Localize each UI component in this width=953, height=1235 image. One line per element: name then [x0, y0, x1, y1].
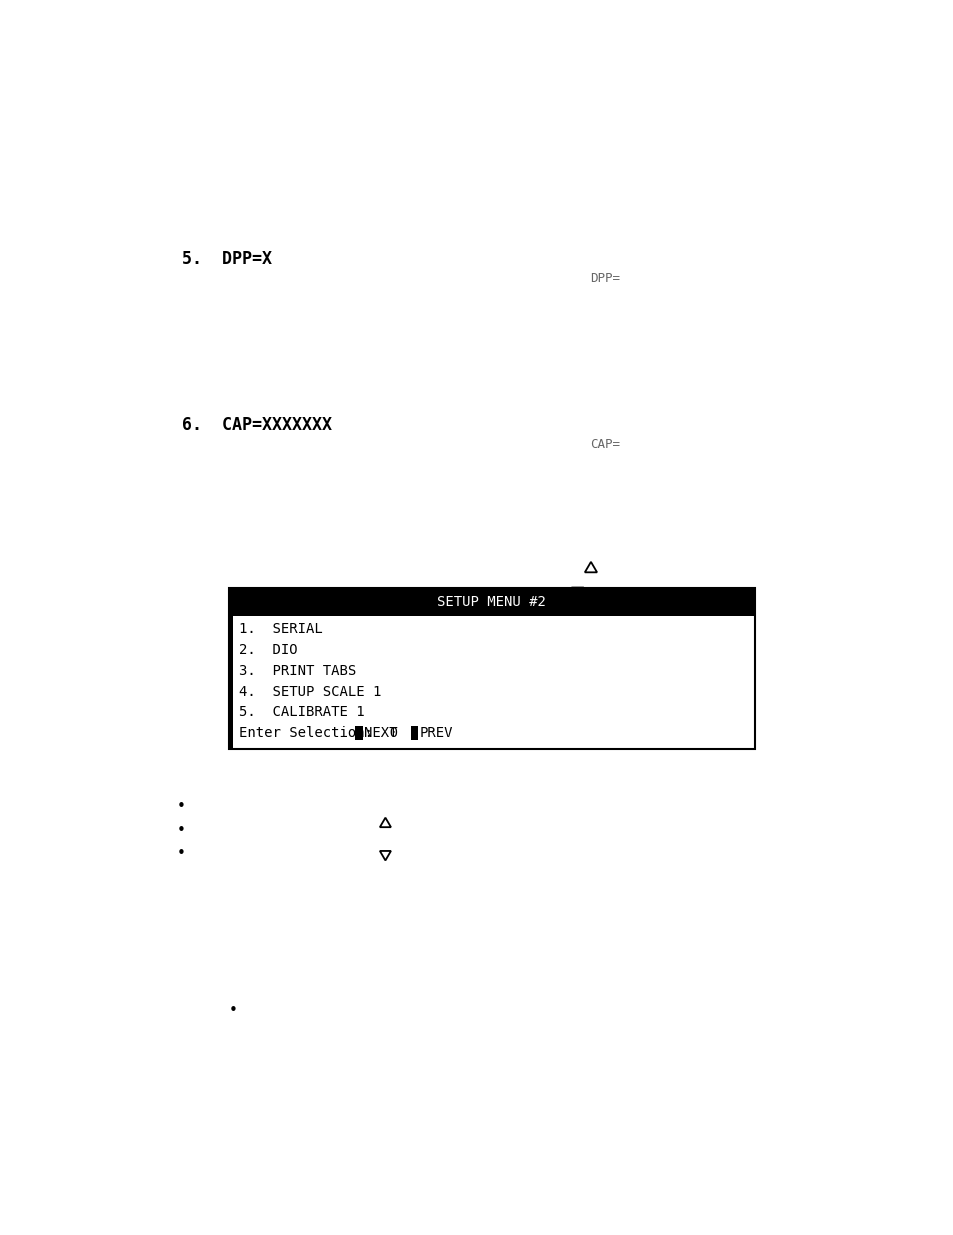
Bar	[229, 588, 233, 750]
Text: CAP=: CAP=	[590, 438, 619, 451]
Text: 6.  CAP=XXXXXXX: 6. CAP=XXXXXXX	[182, 416, 332, 435]
Text: 5.  DPP=X: 5. DPP=X	[182, 249, 272, 268]
Text: •: •	[176, 846, 186, 861]
Bar	[410, 726, 417, 740]
Text: •: •	[176, 823, 186, 837]
Text: NEXT: NEXT	[364, 726, 415, 740]
Text: 2.  DIO: 2. DIO	[239, 642, 297, 657]
Text: DPP=: DPP=	[590, 272, 619, 285]
Text: 1.  SERIAL: 1. SERIAL	[239, 621, 322, 636]
Text: PREV: PREV	[419, 726, 453, 740]
Text: 3.  PRINT TABS: 3. PRINT TABS	[239, 663, 355, 678]
Text: SETUP MENU #2: SETUP MENU #2	[437, 595, 546, 609]
Text: 5.  CALIBRATE 1: 5. CALIBRATE 1	[239, 705, 364, 720]
Bar	[229, 588, 755, 750]
Text: 4.  SETUP SCALE 1: 4. SETUP SCALE 1	[239, 684, 381, 699]
Text: •: •	[229, 1003, 237, 1018]
Text: Enter Selection:  0: Enter Selection: 0	[239, 726, 415, 740]
Text: •: •	[176, 799, 186, 814]
Bar	[229, 588, 755, 616]
Bar	[355, 726, 362, 740]
